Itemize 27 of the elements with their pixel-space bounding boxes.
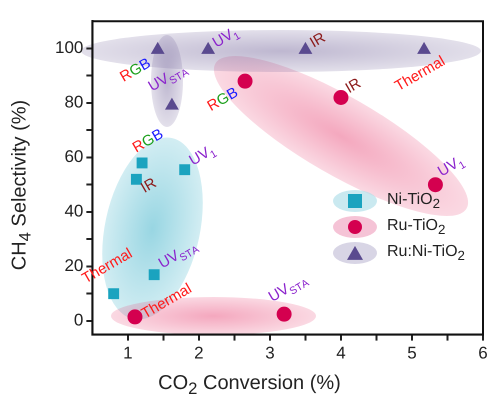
annotation: IR	[138, 174, 160, 197]
x-axis-title: CO$_{2}$ Conversion (%)	[157, 372, 342, 399]
annotation: RGB	[130, 125, 166, 156]
legend-label: Ru-TiO$_{2}$	[387, 216, 446, 237]
annotation: RGB	[204, 84, 242, 115]
x-tick-label: 2	[194, 343, 204, 362]
annotation: Thermal	[392, 52, 448, 95]
y-tick-label: 0	[74, 310, 84, 330]
annotation: UV1	[210, 26, 243, 52]
annotation: IR	[342, 74, 364, 97]
y-tick-label: 60	[64, 147, 84, 166]
y-tick-label: 40	[64, 202, 84, 221]
x-tick-label: 4	[336, 343, 346, 362]
x-tick-label: 5	[407, 343, 417, 362]
legend-label: Ru:Ni-TiO$_{2}$	[387, 242, 465, 263]
x-tick-label: 3	[265, 343, 275, 362]
annotation: Thermal	[138, 280, 195, 322]
annotation: UVSTA	[266, 276, 312, 306]
y-tick-label: 80	[64, 92, 84, 112]
x-tick-label: 1	[123, 343, 133, 362]
x-tick-label: 6	[478, 343, 488, 362]
annotation: UV1	[434, 155, 468, 180]
annotation: UVSTA	[156, 243, 202, 272]
legend-label: Ni-TiO$_{2}$	[387, 190, 440, 211]
annotation: IR	[306, 28, 329, 52]
annotation: UV1	[186, 144, 220, 170]
y-tick-label: 100	[54, 38, 84, 58]
